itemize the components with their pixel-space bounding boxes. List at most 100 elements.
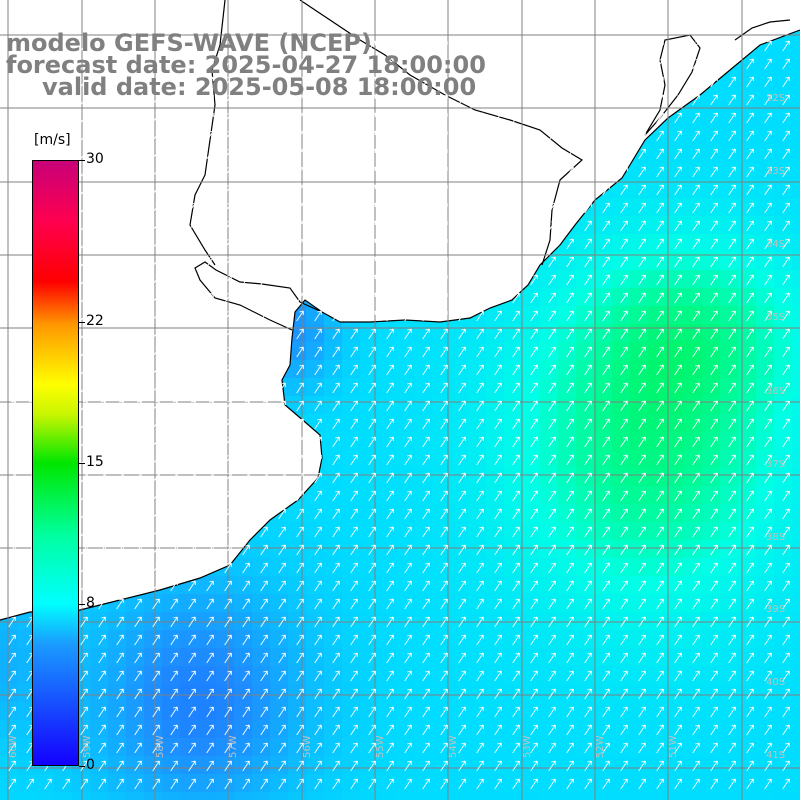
wind-arrow: [242, 130, 250, 142]
wind-arrow: [638, 238, 646, 250]
wind-arrow: [458, 526, 466, 538]
field-cell: [576, 252, 595, 271]
field-cell: [162, 792, 181, 800]
wind-arrow: [314, 130, 322, 142]
field-cell: [702, 162, 721, 181]
field-cell: [558, 450, 577, 469]
wind-arrow: [332, 778, 340, 790]
wind-arrow: [530, 400, 538, 412]
wind-arrow: [260, 76, 268, 88]
field-cell: [144, 630, 163, 649]
wind-arrow: [458, 670, 466, 682]
field-cell: [378, 342, 397, 361]
field-cell: [450, 450, 469, 469]
field-cell: [324, 576, 343, 595]
wind-arrow: [314, 778, 322, 790]
wind-arrow: [368, 526, 376, 538]
wind-arrow: [188, 130, 196, 142]
wind-arrow: [602, 688, 610, 700]
wind-arrow: [728, 130, 736, 142]
field-cell: [630, 666, 649, 685]
field-cell: [522, 522, 541, 541]
wind-arrow: [98, 256, 106, 268]
field-cell: [342, 666, 361, 685]
wind-arrow: [656, 256, 664, 268]
wind-arrow: [602, 94, 610, 106]
field-cell: [558, 486, 577, 505]
field-cell: [576, 612, 595, 631]
wind-arrow: [512, 364, 520, 376]
field-cell: [738, 612, 757, 631]
field-cell: [216, 612, 235, 631]
wind-arrow: [404, 562, 412, 574]
wind-arrow: [584, 508, 592, 520]
wind-arrow: [26, 130, 34, 142]
wind-arrow: [116, 112, 124, 124]
wind-arrow: [404, 526, 412, 538]
field-cell: [270, 702, 289, 721]
field-cell: [396, 630, 415, 649]
field-cell: [612, 666, 631, 685]
field-cell: [306, 756, 325, 775]
field-cell: [666, 612, 685, 631]
wind-arrow: [170, 76, 178, 88]
wind-arrow: [332, 472, 340, 484]
field-cell: [144, 648, 163, 667]
field-cell: [558, 468, 577, 487]
field-cell: [18, 684, 37, 703]
wind-arrow: [260, 652, 268, 664]
field-cell: [126, 774, 145, 793]
field-cell: [144, 684, 163, 703]
wind-arrow: [116, 670, 124, 682]
field-cell: [702, 720, 721, 739]
wind-arrow: [602, 724, 610, 736]
wind-arrow: [728, 328, 736, 340]
wind-arrow: [404, 778, 412, 790]
wind-arrow: [170, 454, 178, 466]
field-cell: [18, 648, 37, 667]
field-cell: [630, 738, 649, 757]
wind-arrow: [404, 130, 412, 142]
field-cell: [486, 612, 505, 631]
wind-arrow: [440, 40, 448, 52]
wind-arrow: [242, 76, 250, 88]
wind-arrow: [296, 688, 304, 700]
field-cell: [756, 684, 775, 703]
wind-arrow: [602, 436, 610, 448]
field-cell: [378, 522, 397, 541]
wind-arrow: [206, 346, 214, 358]
wind-arrow: [80, 688, 88, 700]
wind-arrow: [152, 472, 160, 484]
wind-arrow: [404, 364, 412, 376]
field-cell: [504, 612, 523, 631]
field-cell: [324, 540, 343, 559]
wind-arrow: [170, 310, 178, 322]
wind-arrow: [368, 40, 376, 52]
wind-arrow: [206, 274, 214, 286]
wind-arrow: [170, 490, 178, 502]
wind-arrow: [206, 400, 214, 412]
field-cell: [342, 378, 361, 397]
wind-arrow: [764, 418, 772, 430]
wind-arrow: [98, 706, 106, 718]
field-cell: [180, 720, 199, 739]
wind-arrow: [332, 400, 340, 412]
field-cell: [594, 432, 613, 451]
wind-arrow: [656, 616, 664, 628]
wind-arrow: [566, 76, 574, 88]
field-cell: [558, 684, 577, 703]
field-cell: [576, 594, 595, 613]
field-cell: [414, 594, 433, 613]
wind-arrow: [440, 112, 448, 124]
field-cell: [36, 774, 55, 793]
wind-arrow: [746, 202, 754, 214]
wind-arrow: [530, 256, 538, 268]
wind-arrow: [656, 634, 664, 646]
wind-arrow: [260, 310, 268, 322]
wind-arrow: [314, 310, 322, 322]
wind-arrow: [620, 580, 628, 592]
wind-arrow: [584, 670, 592, 682]
wind-arrow: [566, 742, 574, 754]
field-cell: [630, 324, 649, 343]
wind-arrow: [584, 598, 592, 610]
